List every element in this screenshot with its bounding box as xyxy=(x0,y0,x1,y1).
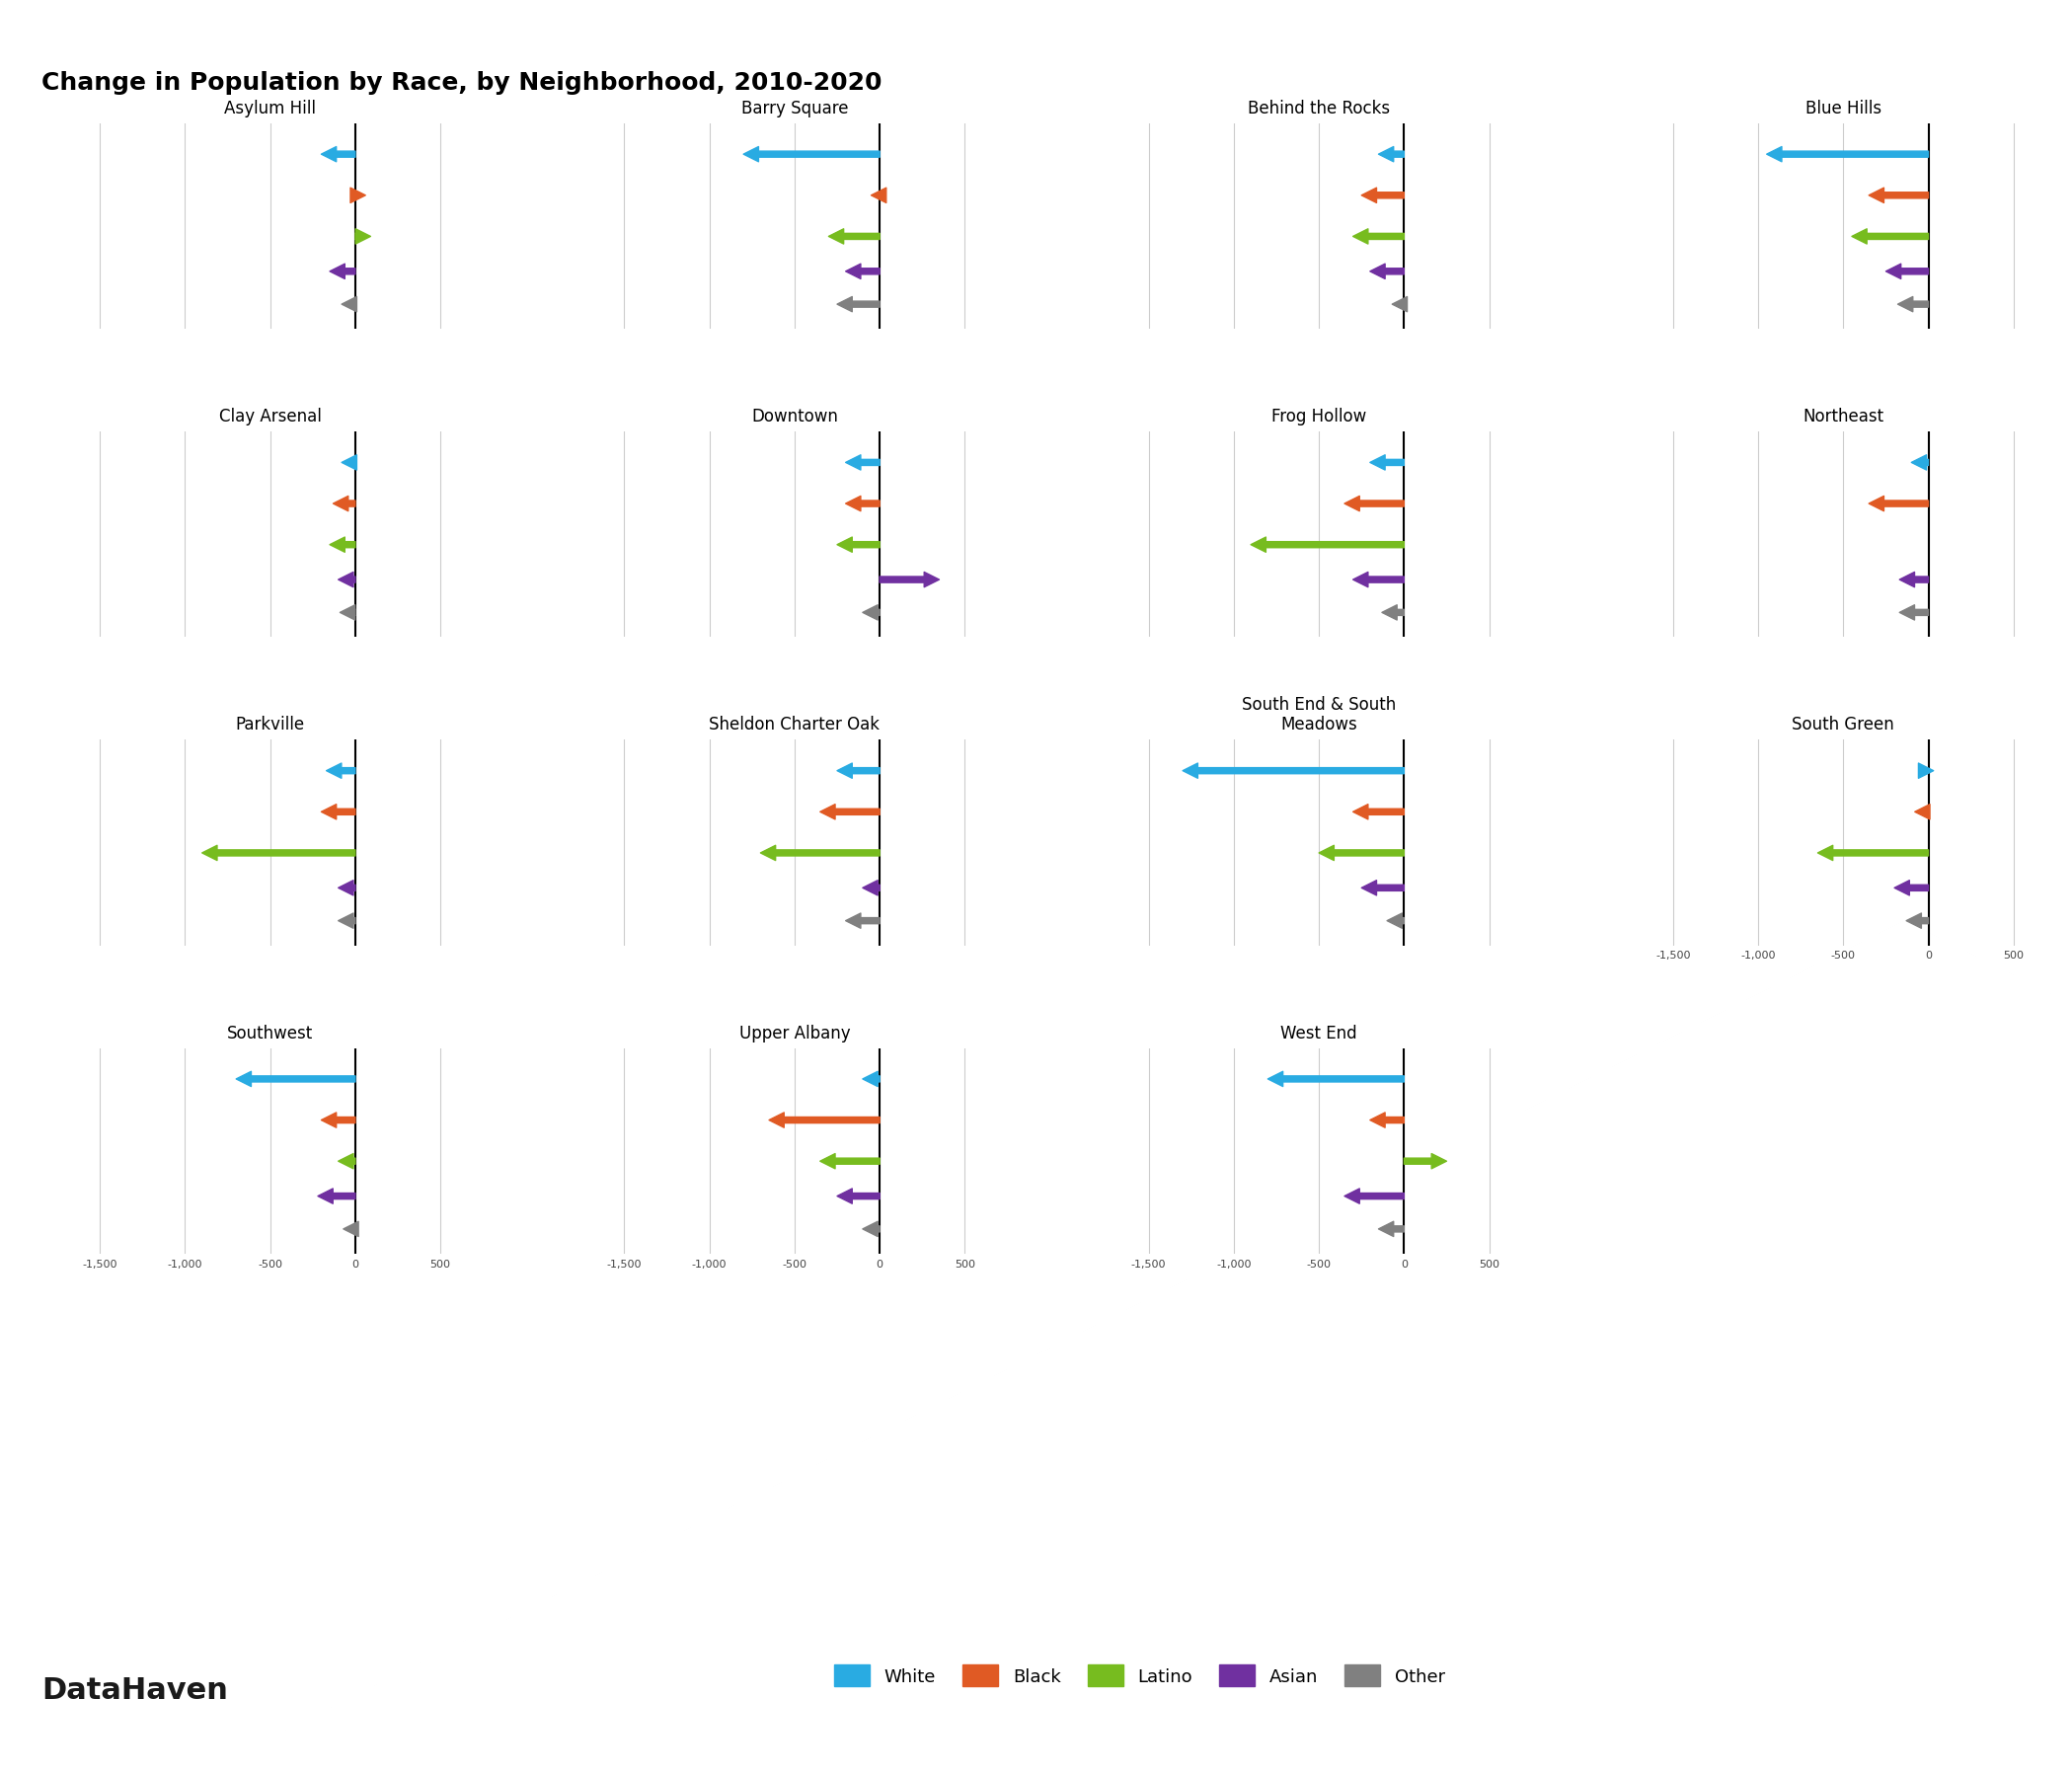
Text: DataHaven: DataHaven xyxy=(41,1676,228,1704)
Title: Asylum Hill: Asylum Hill xyxy=(224,99,317,117)
Title: Northeast: Northeast xyxy=(1803,408,1883,426)
Title: Sheldon Charter Oak: Sheldon Charter Oak xyxy=(709,715,881,733)
Title: Clay Arsenal: Clay Arsenal xyxy=(220,408,321,426)
Title: South Green: South Green xyxy=(1792,715,1894,733)
Title: Blue Hills: Blue Hills xyxy=(1805,99,1881,117)
Title: Downtown: Downtown xyxy=(752,408,837,426)
Title: Behind the Rocks: Behind the Rocks xyxy=(1247,99,1390,117)
Title: Upper Albany: Upper Albany xyxy=(740,1024,850,1042)
Title: West End: West End xyxy=(1280,1024,1357,1042)
Legend: White, Black, Latino, Asian, Other: White, Black, Latino, Asian, Other xyxy=(825,1656,1455,1695)
Title: Southwest: Southwest xyxy=(228,1024,313,1042)
Text: Change in Population by Race, by Neighborhood, 2010-2020: Change in Population by Race, by Neighbo… xyxy=(41,71,883,94)
Title: Parkville: Parkville xyxy=(236,715,305,733)
Title: Barry Square: Barry Square xyxy=(742,99,847,117)
Title: Frog Hollow: Frog Hollow xyxy=(1272,408,1365,426)
Title: South End & South
Meadows: South End & South Meadows xyxy=(1241,696,1397,733)
